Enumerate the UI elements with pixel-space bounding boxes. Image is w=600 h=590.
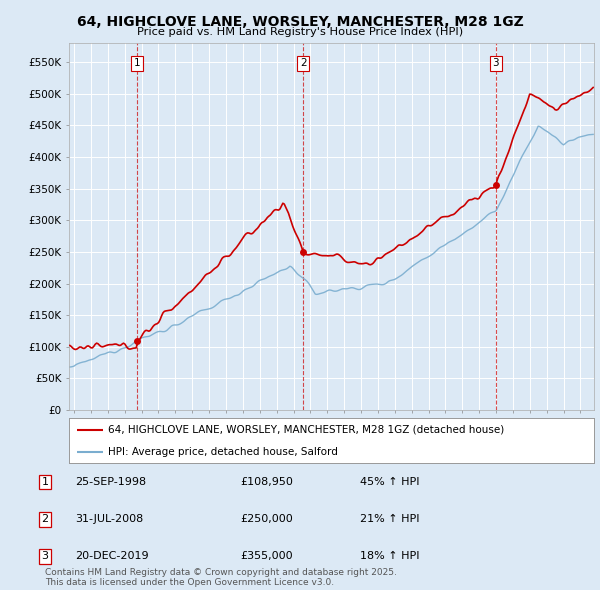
Text: £250,000: £250,000 (240, 514, 293, 524)
Text: 3: 3 (41, 552, 49, 561)
Text: 64, HIGHCLOVE LANE, WORSLEY, MANCHESTER, M28 1GZ (detached house): 64, HIGHCLOVE LANE, WORSLEY, MANCHESTER,… (109, 425, 505, 434)
Text: 64, HIGHCLOVE LANE, WORSLEY, MANCHESTER, M28 1GZ: 64, HIGHCLOVE LANE, WORSLEY, MANCHESTER,… (77, 15, 523, 29)
Text: 2: 2 (41, 514, 49, 524)
Text: 1: 1 (134, 58, 140, 68)
Text: 1: 1 (41, 477, 49, 487)
Text: 18% ↑ HPI: 18% ↑ HPI (360, 552, 419, 561)
Text: £355,000: £355,000 (240, 552, 293, 561)
Text: 3: 3 (492, 58, 499, 68)
Text: HPI: Average price, detached house, Salford: HPI: Average price, detached house, Salf… (109, 447, 338, 457)
Text: 31-JUL-2008: 31-JUL-2008 (75, 514, 143, 524)
Text: 45% ↑ HPI: 45% ↑ HPI (360, 477, 419, 487)
Text: Contains HM Land Registry data © Crown copyright and database right 2025.
This d: Contains HM Land Registry data © Crown c… (45, 568, 397, 587)
Text: 25-SEP-1998: 25-SEP-1998 (75, 477, 146, 487)
Text: 21% ↑ HPI: 21% ↑ HPI (360, 514, 419, 524)
Text: £108,950: £108,950 (240, 477, 293, 487)
Text: Price paid vs. HM Land Registry's House Price Index (HPI): Price paid vs. HM Land Registry's House … (137, 27, 463, 37)
Text: 2: 2 (300, 58, 307, 68)
Text: 20-DEC-2019: 20-DEC-2019 (75, 552, 149, 561)
